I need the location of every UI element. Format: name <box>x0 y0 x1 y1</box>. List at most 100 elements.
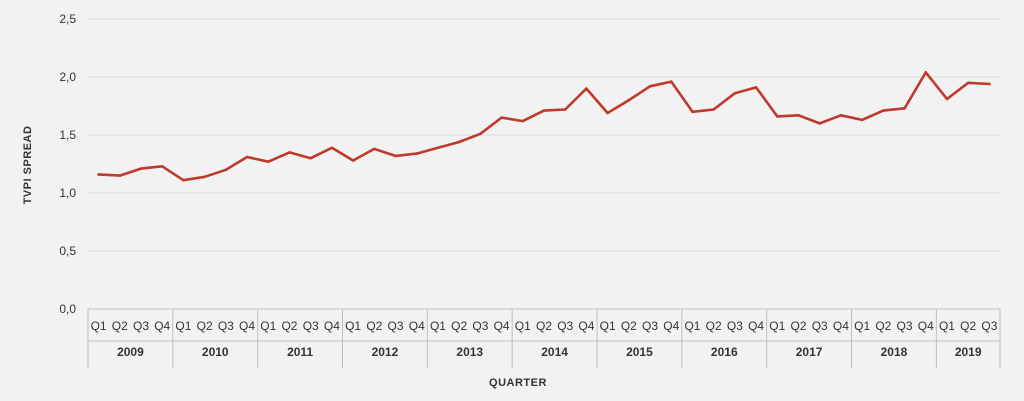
y-tick-label: 0,5 <box>59 244 76 258</box>
data-point <box>97 173 100 176</box>
x-tick-label-quarter: Q1 <box>854 319 870 333</box>
data-point <box>797 113 800 117</box>
data-point <box>500 116 503 119</box>
data-point <box>754 86 758 89</box>
x-tick-label-quarter: Q4 <box>833 319 849 333</box>
x-tick-label-quarter: Q4 <box>918 319 934 333</box>
y-tick-label: 2,0 <box>59 70 76 84</box>
x-tick-label-quarter: Q2 <box>197 319 213 333</box>
data-point <box>542 109 546 112</box>
x-tick-label-quarter: Q1 <box>769 319 785 333</box>
x-tick-label-year: 2019 <box>955 345 982 359</box>
data-point <box>691 110 694 114</box>
x-tick-label-year: 2017 <box>796 345 823 359</box>
data-point <box>139 167 143 170</box>
data-point <box>966 81 970 85</box>
data-point <box>351 159 355 162</box>
data-point <box>585 87 588 90</box>
x-tick-label-year: 2010 <box>202 345 229 359</box>
x-axis-title: QUARTER <box>489 377 547 389</box>
data-point <box>203 175 206 179</box>
x-tick-label-year: 2011 <box>287 345 313 359</box>
x-axis: Q1 Q2 Q3 Q4 Q1 Q2 Q3 Q4 Q1 Q2 Q3 Q4 Q1 Q2 Q3 Q4 Q1 Q2 Q3 Q4… <box>87 309 1001 368</box>
x-tick-label-quarter: Q3 <box>557 319 573 333</box>
y-tick-label: 0,0 <box>59 302 76 316</box>
x-tick-label-quarter: Q2 <box>791 319 807 333</box>
x-tick-label-quarter: Q2 <box>706 319 722 333</box>
x-tick-label-quarter: Q3 <box>727 319 743 333</box>
x-tick-label-year: 2014 <box>541 345 568 359</box>
data-point <box>415 152 419 155</box>
x-tick-label-quarter: Q4 <box>409 319 425 333</box>
x-tick-label-year: 2012 <box>372 345 399 359</box>
data-point <box>988 82 991 86</box>
x-tick-label-quarter: Q2 <box>451 319 467 333</box>
data-point <box>669 80 673 83</box>
data-point <box>648 84 652 88</box>
x-tick-label-quarter: Q3 <box>303 319 319 333</box>
x-tick-label-quarter: Q4 <box>154 319 170 333</box>
x-tick-label-year: 2018 <box>881 345 908 359</box>
data-point <box>394 154 397 158</box>
x-tick-label-quarter: Q1 <box>600 319 616 333</box>
x-tick-label-quarter: Q4 <box>239 319 255 333</box>
data-point <box>457 140 461 144</box>
x-tick-label-quarter: Q1 <box>175 319 191 333</box>
x-tick-label-quarter: Q3 <box>388 319 404 333</box>
data-point <box>606 111 609 115</box>
x-tick-label-quarter: Q3 <box>981 319 997 333</box>
x-tick-label-quarter: Q1 <box>260 319 276 333</box>
data-point <box>733 91 737 95</box>
x-tick-label-quarter: Q1 <box>91 319 107 333</box>
x-tick-label-quarter: Q2 <box>621 319 637 333</box>
y-tick-label: 2,5 <box>59 12 76 26</box>
x-tick-label-year: 2009 <box>117 345 144 359</box>
x-tick-label-year: 2015 <box>626 345 653 359</box>
x-tick-label-quarter: Q2 <box>875 319 891 333</box>
data-point <box>373 147 376 151</box>
series-line <box>97 71 991 182</box>
data-point <box>882 109 885 112</box>
x-tick-label-quarter: Q3 <box>642 319 658 333</box>
data-point <box>309 156 312 160</box>
data-point <box>160 165 164 168</box>
x-tick-label-quarter: Q4 <box>663 319 679 333</box>
x-tick-label-quarter: Q3 <box>897 319 913 333</box>
x-tick-label-quarter: Q3 <box>472 319 488 333</box>
x-tick-label-year: 2013 <box>456 345 483 359</box>
data-point <box>330 146 334 150</box>
data-point <box>266 160 270 163</box>
x-tick-label-quarter: Q3 <box>218 319 234 333</box>
y-tick-label: 1,0 <box>59 186 76 200</box>
data-point <box>224 168 228 172</box>
x-tick-label-quarter: Q4 <box>494 319 510 333</box>
x-tick-label-quarter: Q1 <box>515 319 531 333</box>
data-point <box>903 107 906 110</box>
y-tick-label: 1,5 <box>59 128 76 142</box>
data-point <box>839 113 843 117</box>
series-layer <box>97 71 991 182</box>
x-tick-label-quarter: Q3 <box>812 319 828 333</box>
x-tick-label-quarter: Q3 <box>133 319 149 333</box>
y-axis-title: TVPI SPREAD <box>22 126 34 205</box>
x-tick-label-quarter: Q4 <box>324 319 340 333</box>
x-tick-label-quarter: Q1 <box>684 319 700 333</box>
x-tick-label-quarter: Q1 <box>430 319 446 333</box>
data-point <box>436 146 440 150</box>
data-point <box>563 108 567 111</box>
data-point <box>627 98 631 102</box>
data-point <box>479 132 482 136</box>
x-tick-label-quarter: Q2 <box>112 319 128 333</box>
data-point <box>776 115 779 118</box>
x-tick-label-quarter: Q2 <box>536 319 552 333</box>
data-point <box>521 119 525 123</box>
x-tick-label-quarter: Q2 <box>366 319 382 333</box>
data-point <box>118 174 122 177</box>
data-point <box>245 155 249 159</box>
x-tick-label-year: 2016 <box>711 345 738 359</box>
x-tick-label-quarter: Q4 <box>578 319 594 333</box>
data-point <box>924 71 928 74</box>
data-point <box>818 122 822 125</box>
